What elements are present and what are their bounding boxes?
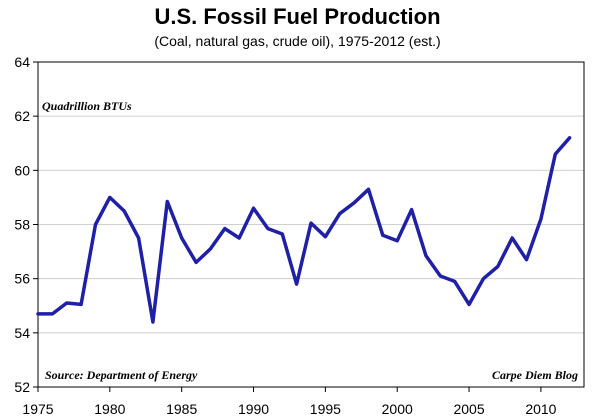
y-axis: 52 54 56 58 60 62 64 xyxy=(14,54,38,395)
x-tick-label: 1995 xyxy=(310,401,341,417)
x-tick-label: 2010 xyxy=(525,401,556,417)
y-tick-label: 60 xyxy=(14,162,30,178)
y-axis-label: Quadrillion BTUs xyxy=(42,99,132,113)
x-tick-label: 1985 xyxy=(166,401,197,417)
x-tick-label: 2005 xyxy=(453,401,484,417)
credit-note: Carpe Diem Blog xyxy=(492,368,578,382)
x-tick-label: 1980 xyxy=(94,401,125,417)
y-tick-label: 54 xyxy=(14,325,30,341)
source-note: Source: Department of Energy xyxy=(45,368,198,382)
y-tick-label: 64 xyxy=(14,54,30,70)
y-tick-label: 56 xyxy=(14,271,30,287)
series-line xyxy=(36,136,572,324)
chart-subtitle: (Coal, natural gas, crude oil), 1975-201… xyxy=(154,33,441,49)
x-tick-label: 1990 xyxy=(238,401,269,417)
x-tick-label: 2000 xyxy=(382,401,413,417)
x-axis: 1975 1980 1985 1990 1995 2000 2005 2010 xyxy=(22,387,557,417)
x-tick-label: 1975 xyxy=(22,401,53,417)
y-tick-label: 58 xyxy=(14,217,30,233)
y-tick-label: 62 xyxy=(14,108,30,124)
chart-title: U.S. Fossil Fuel Production xyxy=(154,4,441,29)
y-tick-label: 52 xyxy=(14,379,30,395)
gridlines xyxy=(38,115,584,334)
data-series xyxy=(36,136,572,324)
